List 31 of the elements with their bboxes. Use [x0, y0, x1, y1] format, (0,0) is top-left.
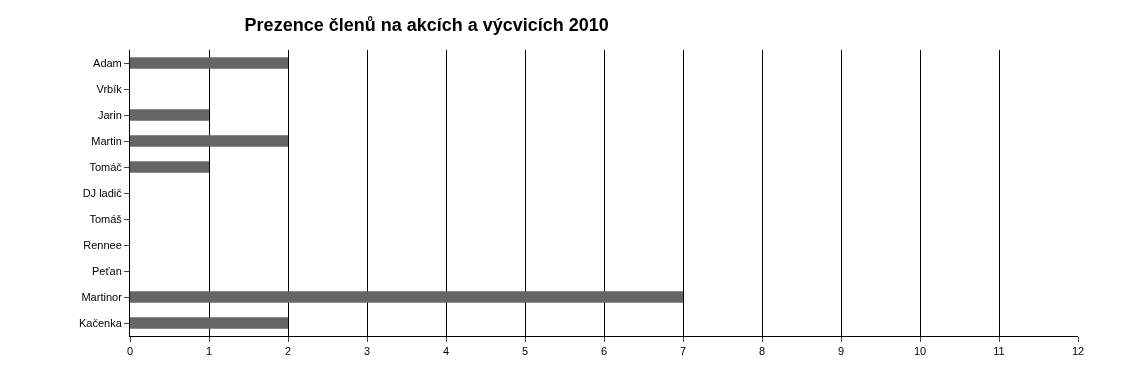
x-tick-label: 12 — [1071, 345, 1085, 358]
x-tick-label: 0 — [126, 345, 134, 358]
bar — [130, 317, 288, 329]
y-tick-label: Tomáč — [89, 160, 123, 173]
y-tick-label: DJ ladič — [82, 186, 123, 199]
bar — [130, 291, 683, 303]
x-tick-label: 6 — [600, 345, 608, 358]
y-tick-label: Jarin — [97, 108, 122, 121]
x-tick-label: 9 — [837, 345, 845, 358]
y-tick-label: Martinor — [81, 290, 123, 303]
y-tick-label: Peťan — [91, 264, 122, 277]
x-tick-label: 1 — [205, 345, 213, 358]
y-tick-label: Kačenka — [78, 316, 123, 329]
y-tick-label: Vrbík — [96, 82, 123, 95]
x-tick-label: 4 — [442, 345, 450, 358]
y-tick-label: Adam — [93, 56, 122, 69]
y-tick-label: Rennee — [83, 238, 122, 251]
x-tick-label: 7 — [679, 345, 687, 358]
bar — [130, 57, 288, 69]
y-tick-label: Tomáš — [89, 212, 123, 225]
chart-title: Prezence členů na akcích a výcvicích 2010 — [244, 15, 609, 36]
x-tick-label: 2 — [284, 345, 292, 358]
bar — [130, 161, 209, 173]
x-tick-label: 3 — [363, 345, 371, 358]
x-tick-label: 5 — [521, 345, 529, 358]
bar — [130, 109, 209, 121]
y-tick-label: Martin — [91, 134, 122, 147]
x-tick-label: 8 — [758, 345, 766, 358]
bar — [130, 135, 288, 147]
x-tick-label: 10 — [913, 345, 927, 358]
x-tick-label: 11 — [993, 345, 1005, 358]
